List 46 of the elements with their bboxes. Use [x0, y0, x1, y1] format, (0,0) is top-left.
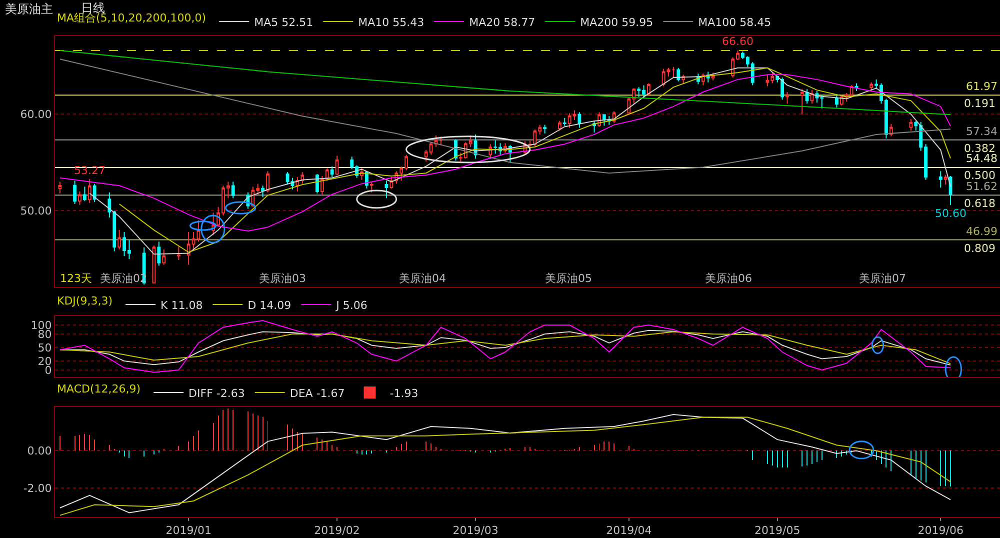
chart-title: 美原油主 — [5, 2, 53, 16]
annotation: 0.809 — [964, 242, 996, 255]
x-tick-label: 2019/02 — [314, 524, 360, 538]
x-tick-label: 2019/03 — [452, 524, 498, 538]
x-tick-label: 2019/01 — [166, 524, 212, 538]
annotation: 0.500 — [964, 169, 996, 182]
ref-line-label: 51.62 — [966, 180, 998, 193]
legend-label: MA5 52.51 — [254, 16, 314, 29]
ref-line-label: 61.97 — [966, 80, 998, 93]
legend-label: DEA -1.67 — [290, 386, 345, 400]
annotation: 53.27 — [74, 164, 106, 177]
legend-label: J 5.06 — [335, 298, 368, 312]
y-tick-label: 0 — [44, 364, 52, 377]
ref-line-label: 54.48 — [966, 152, 998, 165]
annotation: 50.60 — [935, 207, 966, 220]
annotation: 0.618 — [964, 197, 996, 210]
annotation: 0.191 — [964, 97, 996, 110]
y-tick-label: 50 — [38, 341, 52, 354]
annotation: 美原油04 — [399, 272, 446, 285]
annotation: 美原油05 — [545, 272, 592, 285]
legend-label: MA20 58.77 — [469, 16, 536, 29]
x-tick-label: 2019/06 — [918, 524, 964, 538]
annotation: 0.382 — [964, 142, 996, 155]
legend-label: MA100 58.45 — [698, 16, 772, 29]
ref-line-label: 57.34 — [966, 125, 998, 138]
y-tick-label: 0.00 — [27, 444, 52, 458]
annotation: 123天 — [60, 272, 92, 285]
annotation: 66.60 — [722, 35, 754, 48]
x-tick-label: 2019/05 — [754, 524, 800, 538]
legend-label: DIFF -2.63 — [188, 386, 245, 400]
legend-title: MACD(12,26,9) — [57, 382, 141, 396]
ref-line-label: 46.99 — [966, 225, 998, 238]
y-tick-label: 60.00 — [20, 108, 52, 122]
annotation: 美原油03 — [259, 272, 306, 285]
y-tick-label: 80 — [38, 328, 52, 341]
legend-label: D 14.09 — [248, 298, 292, 312]
legend-label: MA10 55.43 — [358, 16, 424, 29]
legend-label: -1.93 — [390, 386, 418, 400]
annotation: 美原油07 — [859, 272, 906, 285]
legend-title: KDJ(9,3,3) — [57, 294, 112, 308]
annotation: 美原油06 — [705, 272, 752, 285]
y-tick-label: -2.00 — [23, 482, 52, 495]
legend-label: MA200 59.95 — [580, 16, 654, 29]
legend-label: K 11.08 — [160, 298, 203, 312]
x-tick-label: 2019/04 — [606, 524, 652, 538]
y-tick-label: 50.00 — [20, 204, 52, 218]
